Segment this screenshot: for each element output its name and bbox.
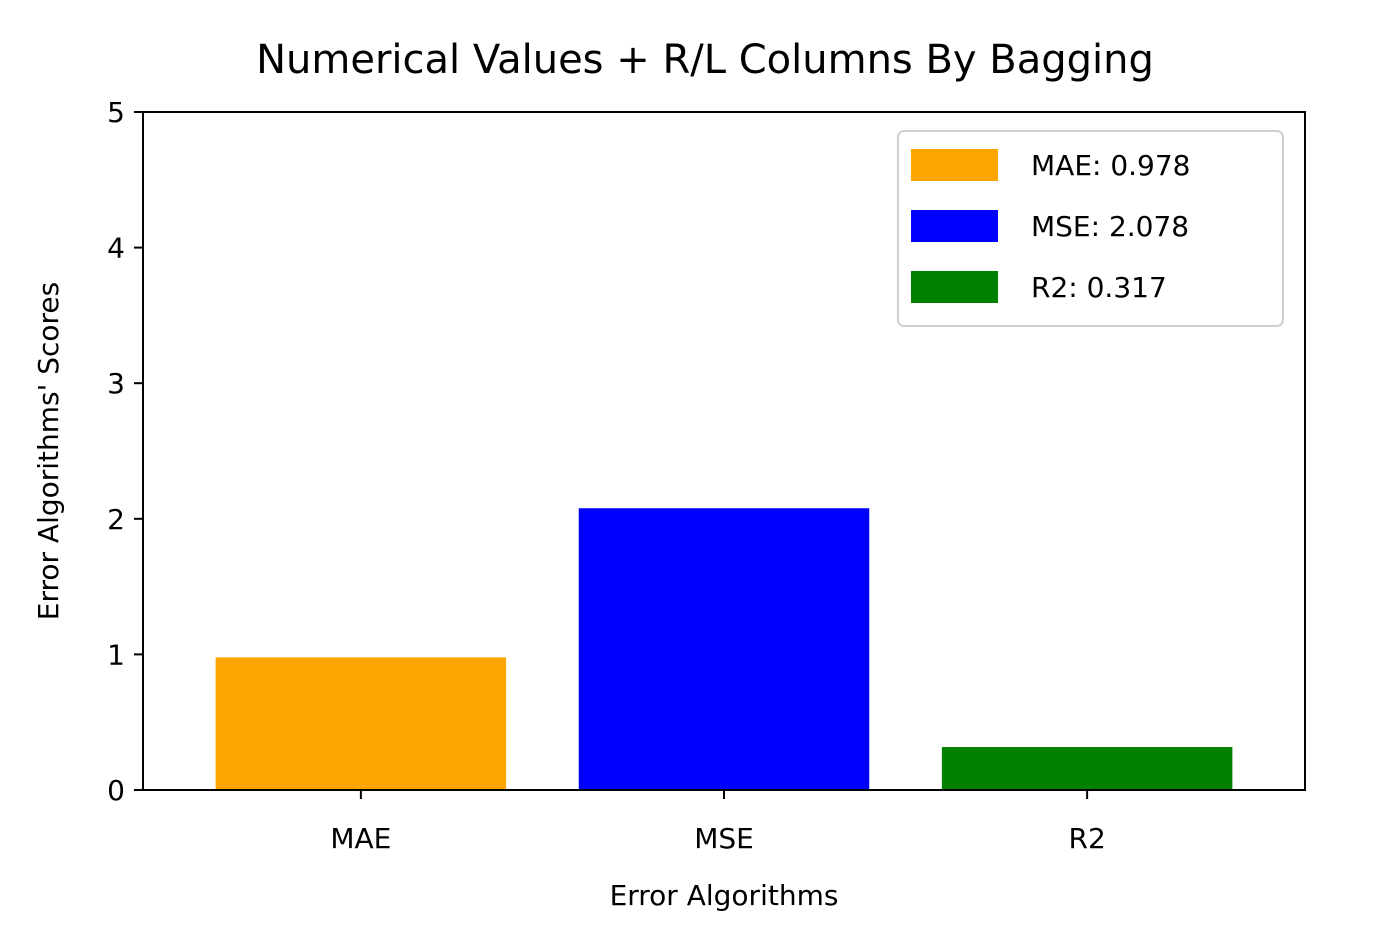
x-tick-label: MAE [330,822,391,855]
legend-label: MAE: 0.978 [1031,149,1191,182]
x-tick-label: R2 [1068,822,1105,855]
y-axis: 0 1 2 3 4 5 [107,96,143,807]
y-tick-label: 2 [107,503,125,536]
bar-mae [215,657,507,790]
legend-swatch [911,271,998,303]
y-axis-label: Error Algorithms' Scores [32,282,65,620]
legend-swatch [911,210,998,242]
x-axis: MAE MSE R2 [330,790,1106,855]
bars-group [215,508,1233,790]
legend-swatch [911,149,998,181]
y-tick-label: 0 [107,774,125,807]
y-tick-label: 4 [107,232,125,265]
legend-label: R2: 0.317 [1031,271,1167,304]
bar-r2 [941,747,1233,790]
legend: MAE: 0.978 MSE: 2.078 R2: 0.317 [897,130,1284,327]
y-tick-label: 1 [107,638,125,671]
y-tick-label: 5 [107,96,125,129]
x-tick-label: MSE [694,822,754,855]
chart-title: Numerical Values + R/L Columns By Baggin… [256,37,1154,83]
bar-mse [578,508,870,790]
legend-items: MAE: 0.978 MSE: 2.078 R2: 0.317 [911,149,1191,304]
y-tick-label: 3 [107,367,125,400]
legend-label: MSE: 2.078 [1031,210,1189,243]
x-axis-label: Error Algorithms [610,879,839,912]
